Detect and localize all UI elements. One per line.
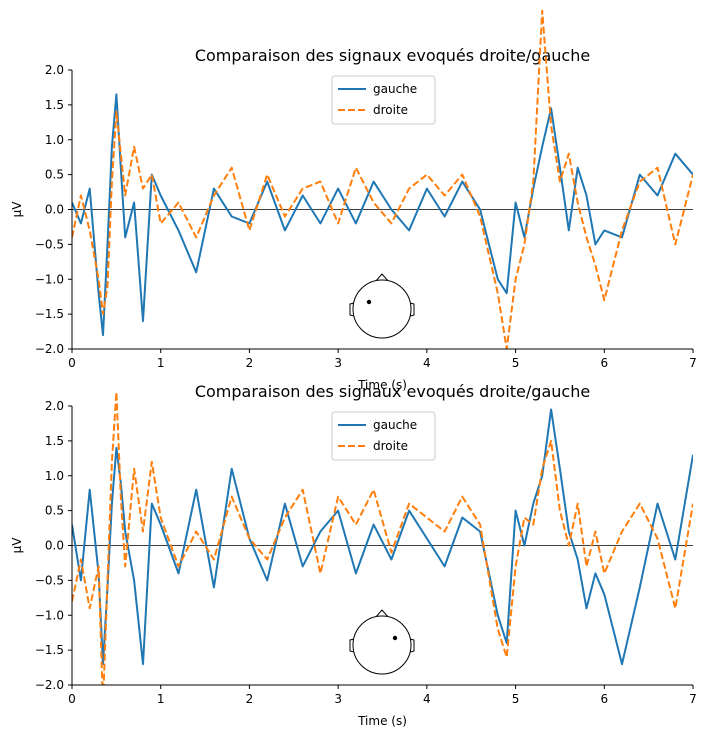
legend-label-gauche: gauche xyxy=(373,418,417,432)
series-line-gauche xyxy=(72,408,693,666)
x-tick-label: 7 xyxy=(689,356,697,370)
y-tick-label: 1.0 xyxy=(45,133,64,147)
x-tick-label: 7 xyxy=(689,692,697,706)
x-tick-label: 5 xyxy=(512,356,520,370)
y-axis-label: µV xyxy=(10,537,24,554)
ear-right-shape xyxy=(409,302,415,317)
y-tick-label: 0.0 xyxy=(45,203,64,217)
legend-label-droite: droite xyxy=(373,439,408,453)
ear-left-shape xyxy=(349,302,355,317)
sensor-dot xyxy=(392,635,398,641)
x-tick-label: 6 xyxy=(600,356,608,370)
series-line-droite xyxy=(72,391,693,685)
sensor-dot xyxy=(366,299,372,305)
x-tick-label: 1 xyxy=(157,692,165,706)
y-tick-label: 1.5 xyxy=(45,434,64,448)
ear-right-shape xyxy=(409,638,415,653)
x-tick-label: 4 xyxy=(423,692,431,706)
x-tick-label: 0 xyxy=(68,692,76,706)
y-tick-label: 0.5 xyxy=(45,168,64,182)
y-tick-label: 2.0 xyxy=(45,399,64,413)
y-tick-label: −1.5 xyxy=(35,307,64,321)
y-tick-label: −2.0 xyxy=(35,342,64,356)
x-tick-label: 6 xyxy=(600,692,608,706)
y-tick-label: 0.0 xyxy=(45,539,64,553)
y-axis-label: µV xyxy=(10,201,24,218)
y-tick-label: −0.5 xyxy=(35,237,64,251)
nose-shape xyxy=(374,609,390,619)
y-tick-label: −1.0 xyxy=(35,608,64,622)
x-tick-label: 5 xyxy=(512,692,520,706)
chart-title: Comparaison des signaux evoqués droite/g… xyxy=(195,382,590,401)
chart-bottom: Comparaison des signaux evoqués droite/g… xyxy=(10,382,697,728)
legend-label-gauche: gauche xyxy=(373,82,417,96)
nose-shape xyxy=(374,273,390,283)
x-tick-label: 2 xyxy=(246,356,254,370)
series-line-gauche xyxy=(72,93,693,337)
x-tick-label: 3 xyxy=(334,692,342,706)
x-tick-label: 4 xyxy=(423,356,431,370)
x-tick-label: 3 xyxy=(334,356,342,370)
head-outline xyxy=(352,615,412,675)
y-tick-label: −1.0 xyxy=(35,272,64,286)
x-axis-label: Time (s) xyxy=(357,378,407,392)
x-tick-label: 0 xyxy=(68,356,76,370)
legend-label-droite: droite xyxy=(373,103,408,117)
x-tick-label: 2 xyxy=(246,692,254,706)
x-tick-label: 1 xyxy=(157,356,165,370)
y-tick-label: −2.0 xyxy=(35,678,64,692)
ear-left-shape xyxy=(349,638,355,653)
y-tick-label: −0.5 xyxy=(35,573,64,587)
legend: gauche droite xyxy=(331,411,436,461)
y-tick-label: −1.5 xyxy=(35,643,64,657)
y-tick-label: 2.0 xyxy=(45,63,64,77)
sensor-head-icon xyxy=(349,609,415,675)
head-outline xyxy=(352,279,412,339)
y-tick-label: 1.5 xyxy=(45,98,64,112)
legend: gauche droite xyxy=(331,75,436,125)
sensor-head-icon xyxy=(349,273,415,339)
y-tick-label: 1.0 xyxy=(45,469,64,483)
y-tick-label: 0.5 xyxy=(45,504,64,518)
series-line-droite xyxy=(72,9,693,349)
x-axis-label: Time (s) xyxy=(357,714,407,728)
chart-title: Comparaison des signaux evoqués droite/g… xyxy=(195,46,590,65)
chart-top: Comparaison des signaux evoqués droite/g… xyxy=(10,9,697,392)
